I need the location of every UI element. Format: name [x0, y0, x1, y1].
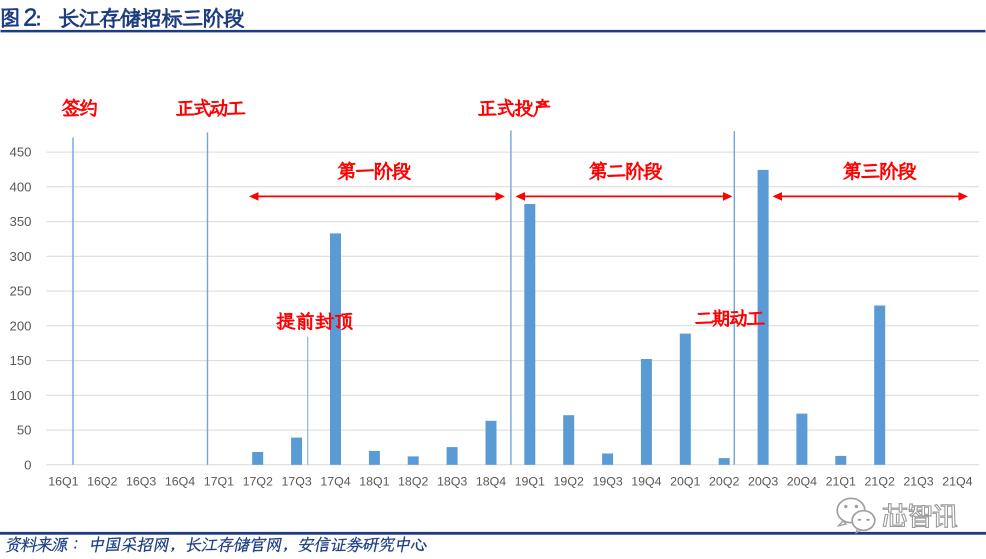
svg-text:18Q2: 18Q2	[398, 475, 428, 489]
svg-text:21Q2: 21Q2	[865, 475, 895, 489]
svg-text:250: 250	[9, 284, 31, 299]
svg-text:16Q3: 16Q3	[126, 475, 156, 489]
svg-text:20Q1: 20Q1	[670, 475, 700, 489]
svg-text:100: 100	[9, 388, 31, 403]
svg-text:19Q1: 19Q1	[515, 475, 545, 489]
svg-text:16Q1: 16Q1	[48, 475, 78, 489]
svg-text:17Q1: 17Q1	[204, 475, 234, 489]
svg-text:150: 150	[9, 353, 31, 368]
svg-text:0: 0	[24, 457, 31, 472]
svg-text:17Q4: 17Q4	[320, 475, 350, 489]
svg-text:19Q3: 19Q3	[592, 475, 622, 489]
svg-text:20Q2: 20Q2	[709, 475, 739, 489]
svg-text:20Q4: 20Q4	[787, 475, 817, 489]
svg-text::: :	[35, 9, 41, 30]
svg-text:400: 400	[9, 179, 31, 194]
svg-text:18Q3: 18Q3	[437, 475, 467, 489]
svg-text:21Q1: 21Q1	[826, 475, 856, 489]
svg-text:19Q4: 19Q4	[631, 475, 661, 489]
svg-text:50: 50	[17, 423, 32, 438]
svg-text:350: 350	[9, 214, 31, 229]
svg-text:200: 200	[9, 318, 31, 333]
svg-text:21Q3: 21Q3	[903, 475, 933, 489]
svg-text:18Q4: 18Q4	[476, 475, 506, 489]
svg-text:21Q4: 21Q4	[942, 475, 972, 489]
svg-text:19Q2: 19Q2	[554, 475, 584, 489]
svg-text:300: 300	[9, 249, 31, 264]
svg-text:17Q3: 17Q3	[281, 475, 311, 489]
svg-text:20Q3: 20Q3	[748, 475, 778, 489]
svg-text:450: 450	[9, 145, 31, 160]
svg-text:17Q2: 17Q2	[243, 475, 273, 489]
svg-text:16Q4: 16Q4	[165, 475, 195, 489]
svg-text:18Q1: 18Q1	[359, 475, 389, 489]
svg-text:16Q2: 16Q2	[87, 475, 117, 489]
